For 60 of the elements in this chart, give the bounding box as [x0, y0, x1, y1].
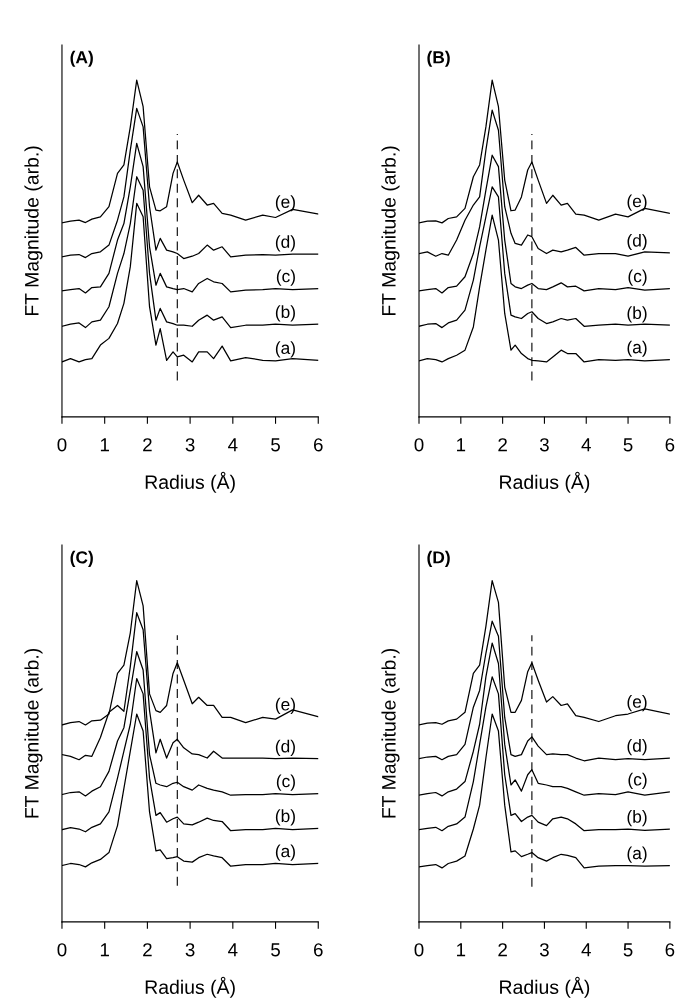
x-tick-label: 1	[457, 438, 466, 452]
series-label: (d)	[627, 739, 647, 756]
chart-title: (C)	[70, 550, 93, 567]
series-label: (b)	[275, 809, 295, 826]
x-tick-label: 3	[185, 438, 195, 452]
x-tick-label: 4	[228, 943, 238, 957]
series-label: (a)	[627, 340, 647, 357]
series-label: (a)	[275, 341, 295, 358]
series-label: (e)	[275, 697, 295, 714]
series-label: (e)	[275, 195, 295, 212]
x-tick-label: 0	[414, 943, 424, 957]
series-label: (c)	[628, 269, 647, 286]
series-label: (d)	[627, 233, 647, 251]
x-tick-label: 2	[143, 438, 152, 452]
series-label: (a)	[275, 844, 295, 861]
x-axis-title: Radius (Å)	[500, 471, 590, 493]
series-label: (e)	[627, 695, 647, 712]
x-tick-label: 5	[623, 438, 633, 452]
x-tick-label: 2	[143, 943, 152, 957]
x-tick-label: 0	[414, 438, 424, 452]
series-label: (e)	[627, 194, 647, 211]
series-label: (d)	[275, 235, 295, 252]
x-tick-label: 5	[271, 438, 280, 452]
x-tick-label: 6	[313, 943, 323, 957]
y-axis-title: FT Magnitude (arb.)	[24, 146, 43, 316]
x-tick-label: 2	[498, 438, 507, 452]
series-label: (a)	[627, 846, 647, 863]
chart-title: (B)	[427, 50, 450, 67]
chart-title: (A)	[70, 50, 93, 67]
x-tick-label: 1	[100, 438, 109, 452]
series-label: (d)	[275, 739, 295, 756]
x-tick-label: 4	[228, 438, 238, 452]
y-axis-title: FT Magnitude (arb.)	[24, 648, 43, 818]
x-tick-label: 5	[271, 943, 280, 957]
chart-title: (D)	[427, 550, 450, 567]
x-tick-label: 0	[57, 438, 67, 452]
x-tick-label: 6	[313, 438, 323, 452]
x-tick-label: 3	[185, 943, 195, 957]
series-label: (b)	[627, 306, 647, 323]
x-tick-label: 4	[581, 943, 591, 957]
y-axis-title: FT Magnitude (arb.)	[381, 648, 400, 818]
x-tick-label: 1	[457, 943, 466, 957]
x-tick-label: 3	[539, 438, 549, 452]
x-tick-label: 0	[57, 943, 67, 957]
x-tick-label: 6	[665, 943, 675, 957]
x-tick-label: 1	[100, 943, 109, 957]
x-tick-label: 6	[665, 438, 675, 452]
x-tick-label: 3	[539, 943, 549, 957]
series-label: (c)	[276, 774, 295, 791]
y-axis-title: FT Magnitude (arb.)	[381, 146, 400, 316]
x-tick-label: 4	[581, 438, 591, 452]
x-tick-label: 5	[623, 943, 633, 957]
series-label: (c)	[628, 772, 647, 790]
x-tick-label: 2	[498, 943, 507, 957]
series-label: (b)	[275, 305, 295, 322]
series-label: (c)	[276, 269, 295, 286]
x-axis-title: Radius (Å)	[500, 976, 590, 998]
series-label: (b)	[627, 810, 647, 827]
x-axis-title: Radius (Å)	[145, 976, 235, 998]
x-axis-title: Radius (Å)	[145, 471, 235, 493]
